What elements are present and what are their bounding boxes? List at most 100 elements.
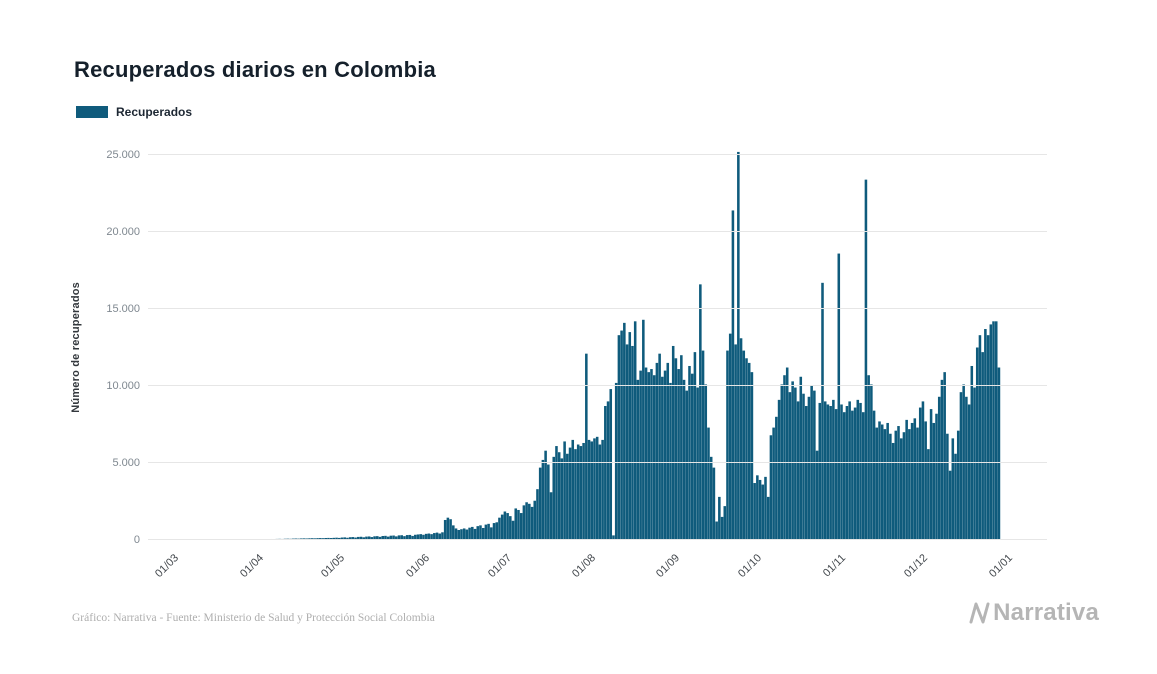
bar[interactable] xyxy=(484,524,488,540)
bar[interactable] xyxy=(565,453,569,540)
bar[interactable] xyxy=(601,439,604,540)
bar[interactable] xyxy=(476,526,479,540)
bar[interactable] xyxy=(530,506,534,540)
bar[interactable] xyxy=(351,537,355,540)
bar[interactable] xyxy=(736,151,740,541)
bar[interactable] xyxy=(362,537,365,540)
bar[interactable] xyxy=(365,536,368,540)
bar[interactable] xyxy=(641,319,645,540)
bar[interactable] xyxy=(837,253,840,540)
bar[interactable] xyxy=(935,413,938,540)
bar[interactable] xyxy=(916,427,919,540)
bar[interactable] xyxy=(856,399,859,540)
bar[interactable] xyxy=(408,534,412,540)
bar[interactable] xyxy=(693,352,697,540)
bar[interactable] xyxy=(992,321,995,540)
bar[interactable] xyxy=(462,528,466,540)
bar[interactable] xyxy=(603,406,607,540)
bar[interactable] xyxy=(758,479,762,540)
bar[interactable] xyxy=(343,537,346,540)
bar[interactable] xyxy=(764,476,767,540)
bar[interactable] xyxy=(397,535,401,540)
bar[interactable] xyxy=(650,369,653,540)
bar[interactable] xyxy=(921,401,925,540)
bar[interactable] xyxy=(367,536,371,540)
bar[interactable] xyxy=(432,533,436,540)
bar[interactable] xyxy=(628,332,631,540)
bar[interactable] xyxy=(986,335,990,540)
bar[interactable] xyxy=(622,322,626,540)
bar[interactable] xyxy=(527,503,531,540)
bar[interactable] xyxy=(810,386,813,540)
bar[interactable] xyxy=(975,347,979,541)
bar[interactable] xyxy=(845,406,849,540)
bar[interactable] xyxy=(772,427,775,540)
bar[interactable] xyxy=(747,362,751,540)
bar[interactable] xyxy=(422,534,425,540)
bar[interactable] xyxy=(796,401,800,540)
bar[interactable] xyxy=(731,210,735,540)
bar[interactable] xyxy=(907,429,911,540)
bar[interactable] xyxy=(943,372,946,540)
bar[interactable] xyxy=(766,496,770,540)
bar[interactable] xyxy=(978,335,982,540)
bar[interactable] xyxy=(905,419,908,540)
bar[interactable] xyxy=(652,375,656,540)
bar[interactable] xyxy=(717,496,721,540)
bar[interactable] xyxy=(413,534,417,540)
bar[interactable] xyxy=(720,516,724,540)
bar[interactable] xyxy=(753,483,756,540)
bar[interactable] xyxy=(468,527,471,540)
bar[interactable] xyxy=(470,526,474,540)
bar[interactable] xyxy=(989,324,992,540)
bar[interactable] xyxy=(568,447,572,540)
bar[interactable] xyxy=(533,500,536,540)
bar[interactable] xyxy=(424,533,428,540)
bar[interactable] xyxy=(785,367,789,540)
bar[interactable] xyxy=(324,537,327,540)
bar[interactable] xyxy=(563,441,566,540)
bar[interactable] xyxy=(696,387,699,540)
bar[interactable] xyxy=(449,519,452,540)
bar[interactable] xyxy=(848,401,851,540)
bar[interactable] xyxy=(590,441,593,540)
bar[interactable] xyxy=(842,412,846,540)
bar[interactable] xyxy=(614,382,618,540)
bar[interactable] xyxy=(742,350,745,540)
bar[interactable] xyxy=(639,370,642,540)
bar[interactable] xyxy=(997,367,1001,540)
bar[interactable] xyxy=(498,517,501,540)
bar[interactable] xyxy=(587,439,591,540)
bar[interactable] xyxy=(755,475,759,540)
bar[interactable] xyxy=(522,505,526,540)
bar[interactable] xyxy=(918,407,922,540)
bar[interactable] xyxy=(557,452,561,540)
bar[interactable] xyxy=(834,409,838,540)
bar[interactable] xyxy=(375,536,379,540)
bar[interactable] xyxy=(658,353,661,540)
bar[interactable] xyxy=(576,444,580,540)
bar[interactable] xyxy=(538,467,542,540)
bar[interactable] xyxy=(419,534,422,540)
bar[interactable] xyxy=(981,352,984,540)
bar[interactable] xyxy=(937,396,941,540)
bar[interactable] xyxy=(788,392,792,540)
bar[interactable] xyxy=(859,402,862,540)
bar[interactable] xyxy=(636,379,640,540)
bar[interactable] xyxy=(926,449,930,540)
legend[interactable]: Recuperados xyxy=(76,105,192,119)
bar[interactable] xyxy=(932,422,935,540)
bar[interactable] xyxy=(465,529,469,540)
bar[interactable] xyxy=(332,537,336,540)
bar[interactable] xyxy=(335,537,338,540)
bar[interactable] xyxy=(655,362,659,540)
bar[interactable] xyxy=(682,379,686,540)
bar[interactable] xyxy=(582,442,585,540)
bar[interactable] xyxy=(430,534,433,540)
bar[interactable] xyxy=(967,404,971,540)
bar[interactable] xyxy=(552,456,555,540)
bar[interactable] xyxy=(709,456,713,540)
bar[interactable] xyxy=(940,379,944,540)
bar[interactable] xyxy=(327,537,330,540)
bar[interactable] xyxy=(606,401,610,540)
